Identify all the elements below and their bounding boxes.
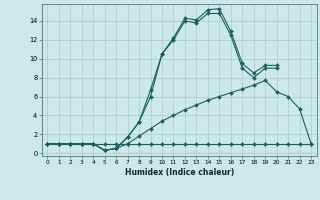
X-axis label: Humidex (Indice chaleur): Humidex (Indice chaleur) xyxy=(124,168,234,177)
